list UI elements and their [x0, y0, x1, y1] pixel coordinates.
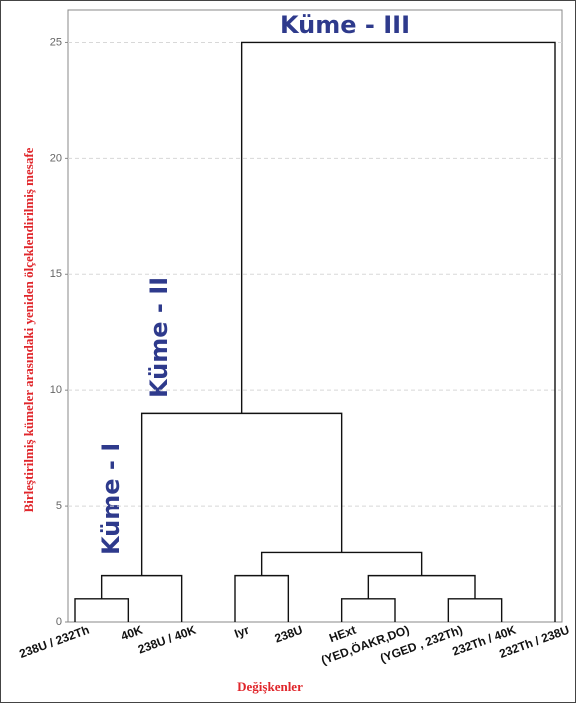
- dendrogram-link: [367, 574, 476, 599]
- dendrogram-link: [447, 598, 503, 622]
- y-tick-label: 10: [50, 384, 62, 396]
- y-tick-label: 20: [50, 152, 62, 164]
- dendrogram-link: [260, 551, 423, 576]
- leaf-label: 238U: [273, 623, 305, 646]
- dendrogram-link: [140, 412, 343, 576]
- y-tick-label: 0: [56, 616, 62, 628]
- annotation: Küme - I: [97, 443, 125, 555]
- dendrogram-link: [234, 574, 290, 622]
- dendrogram-link: [240, 41, 556, 622]
- y-tick-label: 25: [50, 36, 62, 48]
- plot-frame: [67, 9, 563, 623]
- leaf-label: 40K: [119, 623, 145, 644]
- y-axis-label: Birleştirilmiş kümeler arasındaki yenide…: [21, 147, 36, 512]
- y-tick-label: 5: [56, 500, 62, 512]
- x-axis-label: Değişkenler: [237, 679, 303, 694]
- leaf-label: 238U / 232Th: [17, 623, 91, 661]
- annotation: Küme - II: [145, 277, 173, 398]
- dendrogram-link: [74, 598, 130, 622]
- y-tick-label: 15: [50, 268, 62, 280]
- leaf-label: Iyr: [233, 623, 252, 641]
- annotation: Küme - III: [280, 11, 410, 39]
- dendrogram-link: [340, 598, 396, 622]
- leaf-label: 238U / 40K: [136, 623, 198, 657]
